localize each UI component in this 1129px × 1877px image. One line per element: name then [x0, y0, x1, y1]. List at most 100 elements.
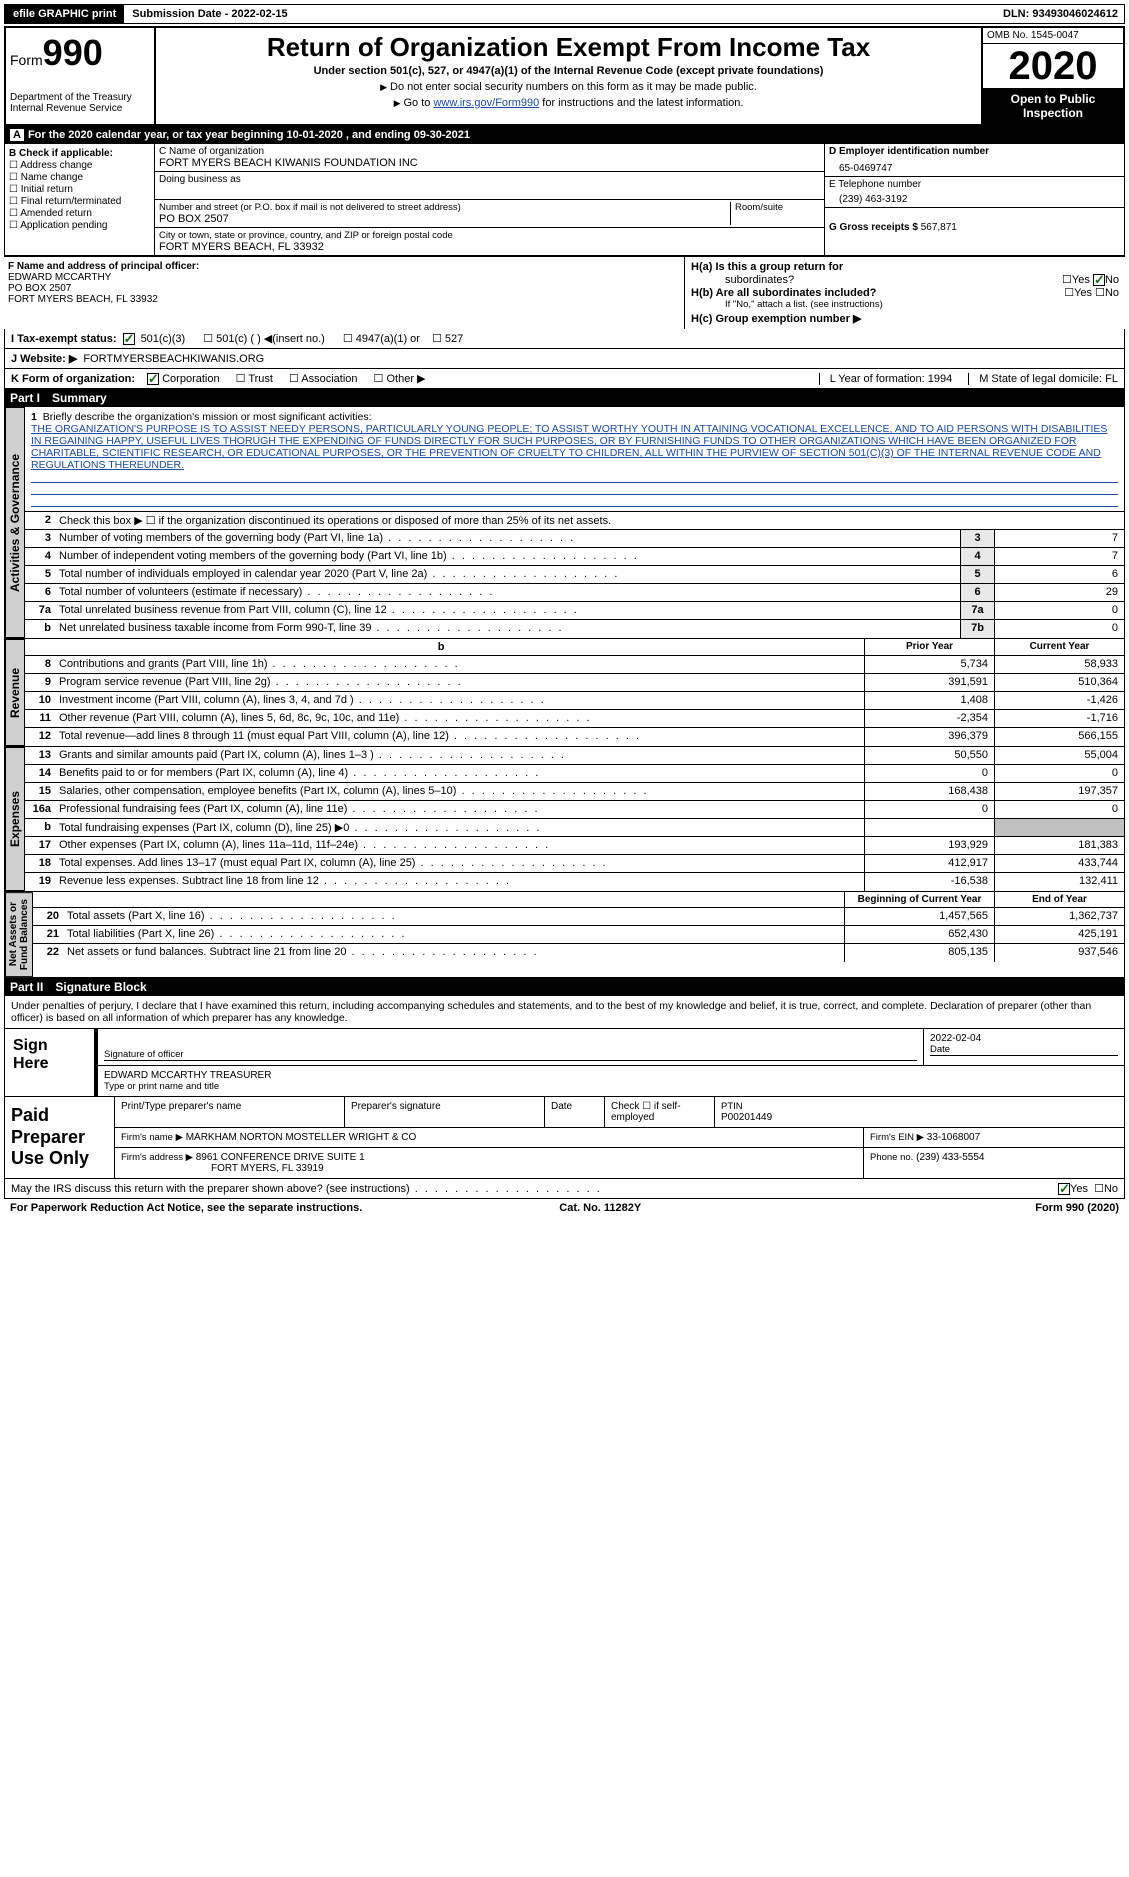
line-21-prior: 652,430	[844, 926, 994, 943]
row-j: J Website: ▶ FORTMYERSBEACHKIWANIS.ORG	[4, 349, 1125, 369]
line-20-text: Total assets (Part X, line 16)	[63, 908, 844, 925]
line-19-prior: -16,538	[864, 873, 994, 891]
line-22-curr: 937,546	[994, 944, 1124, 962]
line-10-prior: 1,408	[864, 692, 994, 709]
chk-501c3[interactable]	[123, 333, 135, 345]
line-8-curr: 58,933	[994, 656, 1124, 673]
efile-print-button[interactable]: efile GRAPHIC print	[5, 5, 124, 23]
line-17-text: Other expenses (Part IX, column (A), lin…	[55, 837, 864, 854]
ha-no-check[interactable]	[1093, 274, 1105, 286]
line-4-text: Number of independent voting members of …	[55, 548, 960, 565]
line-12-text: Total revenue—add lines 8 through 11 (mu…	[55, 728, 864, 746]
line-b-prior	[864, 819, 994, 836]
chk-amended[interactable]: ☐ Amended return	[9, 208, 150, 219]
tab-expenses: Expenses	[5, 747, 25, 891]
firm-name: MARKHAM NORTON MOSTELLER WRIGHT & CO	[186, 1132, 417, 1143]
h-b-note: If "No," attach a list. (see instruction…	[691, 299, 1119, 310]
footer: For Paperwork Reduction Act Notice, see …	[4, 1199, 1125, 1217]
line-15-text: Salaries, other compensation, employee b…	[55, 783, 864, 800]
line-22-text: Net assets or fund balances. Subtract li…	[63, 944, 844, 962]
line-b-val: 0	[994, 620, 1124, 638]
chk-pending[interactable]: ☐ Application pending	[9, 220, 150, 231]
box-d-label: D Employer identification number	[829, 146, 1120, 157]
tab-revenue: Revenue	[5, 639, 25, 746]
org-name: FORT MYERS BEACH KIWANIS FOUNDATION INC	[159, 157, 820, 169]
line-17-prior: 193,929	[864, 837, 994, 854]
line-14-prior: 0	[864, 765, 994, 782]
tax-year: 2020	[983, 44, 1123, 88]
line-6-text: Total number of volunteers (estimate if …	[55, 584, 960, 601]
line-16a-text: Professional fundraising fees (Part IX, …	[55, 801, 864, 818]
officer-addr2: FORT MYERS BEACH, FL 33932	[8, 294, 680, 305]
line-18-text: Total expenses. Add lines 13–17 (must eq…	[55, 855, 864, 872]
street: PO BOX 2507	[159, 213, 730, 225]
submission-label: Submission Date - 2022-02-15	[128, 8, 291, 20]
chk-address-change[interactable]: ☐ Address change	[9, 160, 150, 171]
irs-link[interactable]: www.irs.gov/Form990	[433, 97, 539, 109]
row-k: K Form of organization: Corporation ☐ Tr…	[4, 369, 1125, 389]
officer-addr1: PO BOX 2507	[8, 283, 680, 294]
omb-number: OMB No. 1545-0047	[983, 28, 1123, 44]
line-21-curr: 425,191	[994, 926, 1124, 943]
line-3-val: 7	[994, 530, 1124, 547]
gross-receipts: 567,871	[921, 222, 957, 233]
chk-final-return[interactable]: ☐ Final return/terminated	[9, 196, 150, 207]
line-9-text: Program service revenue (Part VIII, line…	[55, 674, 864, 691]
form-number: Form990	[10, 32, 150, 74]
line-16a-prior: 0	[864, 801, 994, 818]
line-10-curr: -1,426	[994, 692, 1124, 709]
line-7a-val: 0	[994, 602, 1124, 619]
paid-preparer-label: Paid Preparer Use Only	[5, 1097, 115, 1178]
tab-governance: Activities & Governance	[5, 407, 25, 638]
chk-initial-return[interactable]: ☐ Initial return	[9, 184, 150, 195]
activities-governance: Activities & Governance 1 Briefly descri…	[4, 407, 1125, 639]
sign-here-block: Sign Here Signature of officer 2022-02-0…	[4, 1029, 1125, 1097]
top-toolbar: efile GRAPHIC print Submission Date - 20…	[4, 4, 1125, 24]
form-subtitle: Under section 501(c), 527, or 4947(a)(1)…	[160, 65, 977, 77]
firm-addr: 8961 CONFERENCE DRIVE SUITE 1	[196, 1152, 365, 1163]
netassets-section: Net Assets or Fund Balances Beginning of…	[4, 892, 1125, 978]
line-b-text: Net unrelated business taxable income fr…	[55, 620, 960, 638]
year-formation: L Year of formation: 1994	[819, 373, 963, 385]
discuss-yes[interactable]	[1058, 1183, 1070, 1195]
part1-header: Part ISummary	[4, 389, 1125, 407]
line-21-text: Total liabilities (Part X, line 26)	[63, 926, 844, 943]
row-i: I Tax-exempt status: 501(c)(3) ☐ 501(c) …	[4, 329, 1125, 349]
line-9-prior: 391,591	[864, 674, 994, 691]
line-16a-curr: 0	[994, 801, 1124, 818]
city: FORT MYERS BEACH, FL 33932	[159, 241, 820, 253]
sign-here-label: Sign Here	[5, 1029, 95, 1096]
chk-name-change[interactable]: ☐ Name change	[9, 172, 150, 183]
line-7a-text: Total unrelated business revenue from Pa…	[55, 602, 960, 619]
phone: (239) 463-3192	[829, 190, 1120, 205]
line-b-text: Total fundraising expenses (Part IX, col…	[55, 819, 864, 836]
line-4-val: 7	[994, 548, 1124, 565]
l1-label: Briefly describe the organization's miss…	[43, 411, 372, 423]
chk-corp[interactable]	[147, 373, 159, 385]
box-e-label: E Telephone number	[829, 179, 1120, 190]
ssn-note: Do not enter social security numbers on …	[160, 81, 977, 93]
line-5-val: 6	[994, 566, 1124, 583]
ptin-val: P00201449	[721, 1112, 1118, 1123]
discuss-row: May the IRS discuss this return with the…	[4, 1179, 1125, 1199]
line-11-text: Other revenue (Part VIII, column (A), li…	[55, 710, 864, 727]
line-11-prior: -2,354	[864, 710, 994, 727]
line-13-prior: 50,550	[864, 747, 994, 764]
line-18-prior: 412,917	[864, 855, 994, 872]
h-a-row: H(a) Is this a group return for	[691, 261, 1119, 273]
declaration: Under penalties of perjury, I declare th…	[4, 996, 1125, 1029]
line-22-prior: 805,135	[844, 944, 994, 962]
dept-treasury: Department of the Treasury Internal Reve…	[10, 92, 150, 114]
line-17-curr: 181,383	[994, 837, 1124, 854]
line-11-curr: -1,716	[994, 710, 1124, 727]
domicile: M State of legal domicile: FL	[968, 373, 1118, 385]
line-12-prior: 396,379	[864, 728, 994, 746]
line-8-prior: 5,734	[864, 656, 994, 673]
line-15-prior: 168,438	[864, 783, 994, 800]
room-label: Room/suite	[730, 202, 820, 225]
end-year-hdr: End of Year	[994, 892, 1124, 907]
line-9-curr: 510,364	[994, 674, 1124, 691]
mission-text: THE ORGANIZATION'S PURPOSE IS TO ASSIST …	[31, 423, 1118, 471]
firm-phone: (239) 433-5554	[916, 1152, 984, 1163]
line-15-curr: 197,357	[994, 783, 1124, 800]
